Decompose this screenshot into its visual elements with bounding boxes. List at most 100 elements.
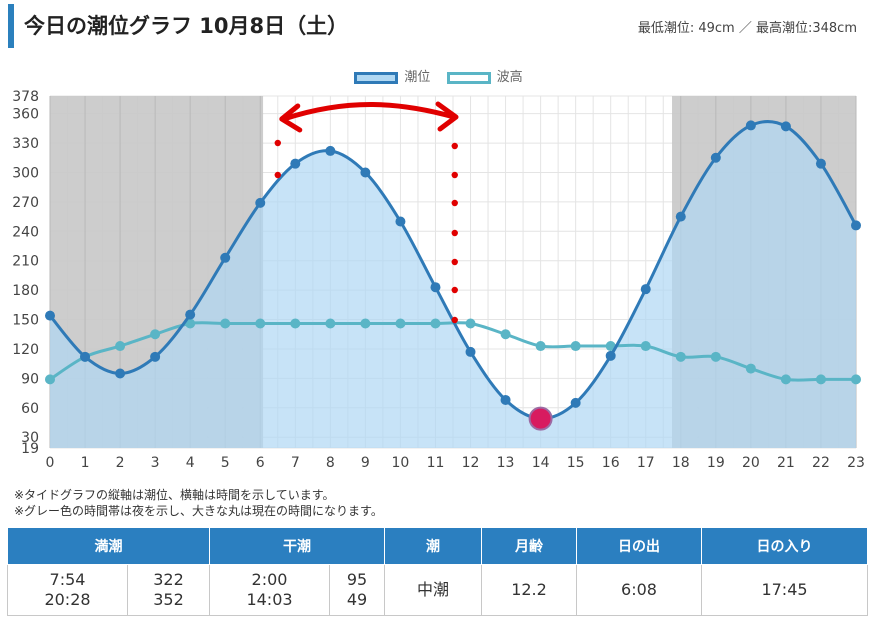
tide-level-point (745, 120, 756, 131)
tide-level-point (80, 351, 91, 362)
high-tide-level-2: 352 (153, 590, 184, 609)
tide-area-overlay (50, 121, 856, 448)
x-tick-label: 13 (497, 455, 515, 471)
x-tick-label: 8 (326, 455, 335, 471)
tide-level-point (710, 152, 721, 163)
wave-height-point (115, 341, 126, 352)
tide-area (50, 121, 856, 448)
header-moon-age: 月齢 (481, 527, 577, 565)
y-tick-label: 300 (12, 165, 39, 181)
y-tick-label: 240 (12, 224, 39, 240)
annotation-dot (451, 229, 458, 237)
x-tick-label: 20 (742, 455, 760, 471)
sunset-value: 17:45 (701, 564, 868, 616)
y-tick-label: 330 (12, 136, 39, 152)
tide-level-point (45, 310, 55, 321)
annotation-dot (451, 199, 458, 207)
tide-level-point (570, 397, 581, 408)
tide-level-point (185, 309, 196, 320)
header-tide-type: 潮 (384, 527, 482, 565)
x-tick-label: 10 (392, 455, 410, 471)
annotation-dot (451, 286, 458, 294)
tide-level-point (290, 158, 301, 169)
wave-height-point (45, 374, 55, 385)
wave-height-point (360, 318, 371, 329)
wave-height-point (290, 318, 301, 329)
x-tick-label: 1 (81, 455, 90, 471)
night-band (672, 96, 856, 448)
header-sunrise: 日の出 (576, 527, 702, 565)
wave-height-point (430, 318, 441, 329)
wave-height-point (570, 341, 581, 352)
annotation-dot (274, 139, 281, 147)
x-tick-label: 3 (151, 455, 160, 471)
tide-level-point (255, 197, 266, 208)
y-tick-label: 180 (12, 283, 39, 299)
x-tick-label: 12 (462, 455, 480, 471)
x-tick-label: 17 (637, 455, 655, 471)
tide-level-point (500, 394, 511, 405)
x-tick-label: 14 (532, 455, 550, 471)
low-tide-level-1: 95 (346, 570, 368, 589)
wave-height-point (815, 374, 826, 385)
tide-min-max: 最低潮位: 49cm ／ 最高潮位:348cm (637, 21, 857, 36)
y-tick-label: 19 (21, 441, 39, 457)
page-header: 今日の潮位グラフ 10月8日（土） 最低潮位: 49cm ／ 最高潮位:348c… (0, 0, 877, 48)
tide-legend-swatch (354, 71, 399, 84)
moon-age-value: 12.2 (481, 564, 577, 616)
wave-height-point (745, 363, 756, 374)
current-time-marker (528, 406, 553, 431)
x-tick-label: 19 (707, 455, 725, 471)
wave-height-point (535, 341, 546, 352)
note-line-1: ※タイドグラフの縦軸は潮位、横軸は時間を示しています。 (14, 488, 335, 502)
wave-height-point (780, 374, 791, 385)
y-tick-label: 360 (12, 107, 39, 123)
x-tick-label: 11 (427, 455, 445, 471)
tide-type-value: 中潮 (384, 564, 482, 616)
low-tide-times: 2:00 14:03 (209, 564, 330, 616)
y-tick-label: 270 (12, 195, 39, 211)
x-tick-label: 9 (361, 455, 370, 471)
wave-height-point (500, 329, 511, 340)
wave-legend-swatch (446, 71, 491, 84)
legend-item-tide[interactable]: 潮位 (354, 66, 430, 85)
y-tick-label: 120 (12, 342, 39, 358)
wave-height-point (220, 318, 231, 329)
wave-height-point (395, 318, 406, 329)
tide-level-point (675, 211, 686, 222)
y-tick-label: 210 (12, 254, 39, 270)
annotation-dot (274, 171, 281, 179)
y-tick-label: 60 (21, 401, 39, 417)
y-tick-label: 30 (21, 430, 39, 446)
x-tick-label: 0 (46, 455, 55, 471)
x-tick-label: 16 (602, 455, 620, 471)
tide-level-point (360, 167, 371, 178)
high-tide-level-1: 322 (153, 570, 184, 589)
legend-tide-label: 潮位 (404, 70, 431, 85)
annotation-arrowhead-right (435, 101, 459, 132)
wave-height-point (710, 351, 721, 362)
tide-level-point (150, 351, 161, 362)
wave-height-point (675, 351, 686, 362)
tide-level-point (395, 216, 406, 227)
x-tick-label: 2 (116, 455, 125, 471)
legend-item-wave[interactable]: 波高 (446, 66, 523, 85)
x-tick-label: 21 (777, 455, 795, 471)
tide-level-point (851, 220, 861, 231)
wave-height-point (851, 374, 861, 385)
high-tide-time-2: 20:28 (44, 590, 91, 609)
legend-wave-label: 波高 (496, 70, 523, 85)
y-tick-label: 378 (12, 89, 39, 105)
header-high-tide: 満潮 (7, 527, 210, 565)
tide-level-point (220, 252, 231, 263)
x-tick-label: 7 (291, 455, 300, 471)
low-tide-time-1: 2:00 (251, 570, 288, 589)
tide-info-table: 満潮 干潮 潮 月齢 日の出 日の入り 7:54 20:28 322 352 2… (7, 527, 868, 616)
y-tick-label: 150 (12, 313, 39, 329)
page-title: 今日の潮位グラフ 10月8日（土） (24, 14, 349, 38)
tide-level-point (780, 121, 791, 132)
high-tide-levels: 322 352 (127, 564, 210, 616)
wave-height-point (325, 318, 336, 329)
tide-level-point (465, 346, 476, 357)
